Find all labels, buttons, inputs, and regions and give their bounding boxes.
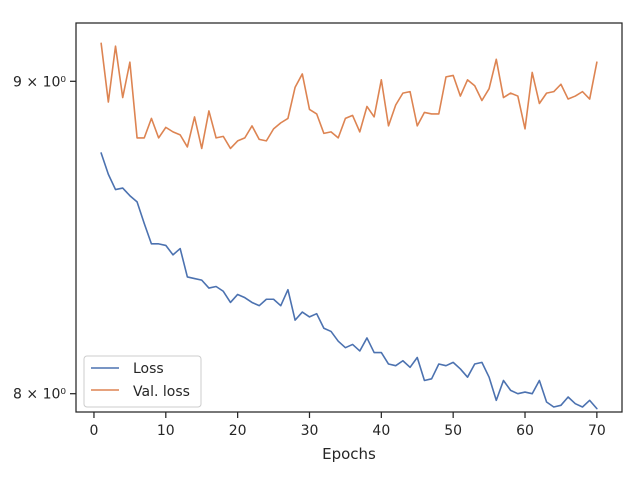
legend-label-val-loss: Val. loss: [133, 384, 190, 400]
x-tick-label-20: 20: [229, 423, 247, 439]
x-tick-label-10: 10: [157, 423, 175, 439]
y-tick-label-9: 9 × 10⁰: [13, 74, 66, 90]
x-axis: 0 10 20 30 40 50 60 70: [89, 412, 606, 439]
y-tick-label-8: 8 × 10⁰: [13, 387, 66, 403]
x-axis-label: Epochs: [322, 445, 376, 463]
y-axis: 8 × 10⁰ 9 × 10⁰: [13, 74, 76, 403]
series-line-loss: [100, 152, 598, 410]
legend: Loss Val. loss: [83, 355, 202, 408]
x-tick-label-50: 50: [444, 423, 462, 439]
x-tick-label-0: 0: [89, 423, 98, 439]
x-tick-label-60: 60: [516, 423, 534, 439]
x-tick-label-40: 40: [372, 423, 390, 439]
x-tick-label-70: 70: [588, 423, 606, 439]
series-line-val-loss: [100, 42, 598, 150]
x-tick-label-30: 30: [301, 423, 319, 439]
plot-frame: [75, 22, 623, 413]
plot-lines: [100, 42, 598, 410]
legend-label-loss: Loss: [133, 361, 164, 377]
